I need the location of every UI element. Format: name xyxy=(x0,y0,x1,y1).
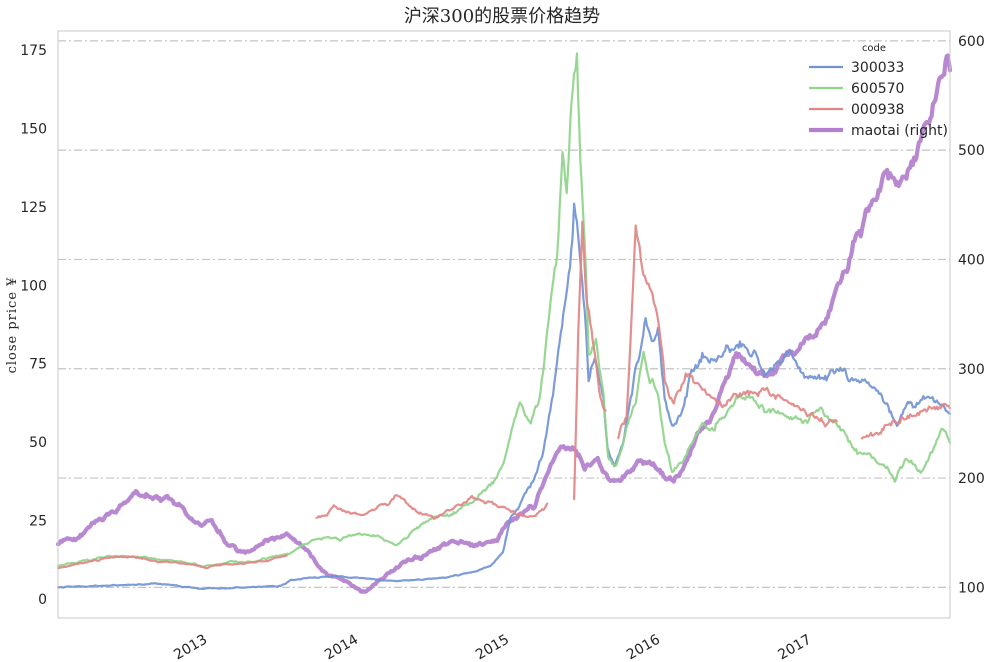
left-y-axis: 0 25 50 75 100 125 150 175 xyxy=(20,43,47,608)
x-tick-label: 2013 xyxy=(171,632,210,662)
left-y-tick-label: 0 xyxy=(38,592,47,608)
x-axis: 2013 2014 2015 2016 2017 xyxy=(171,632,814,662)
y-axis-label: close price ¥ xyxy=(5,277,20,374)
right-y-tick-label: 500 xyxy=(958,143,985,159)
right-y-tick-label: 300 xyxy=(958,362,985,378)
left-y-tick-label: 100 xyxy=(20,278,47,294)
series-line-600570 xyxy=(56,52,952,568)
legend-label: 000938 xyxy=(851,102,904,118)
x-tick-label: 2015 xyxy=(473,632,512,662)
series-line-300033 xyxy=(56,202,952,590)
right-y-axis: 100 200 300 400 500 600 xyxy=(958,34,985,597)
legend-label: 300033 xyxy=(851,60,904,76)
left-y-tick-label: 125 xyxy=(20,200,47,216)
right-y-tick-label: 600 xyxy=(958,34,985,50)
x-tick-label: 2016 xyxy=(624,632,663,662)
legend-title: code xyxy=(862,43,886,54)
gridlines xyxy=(58,40,950,588)
right-y-tick-label: 100 xyxy=(958,580,985,596)
left-y-tick-label: 25 xyxy=(29,514,47,530)
right-y-tick-label: 200 xyxy=(958,471,985,487)
left-y-tick-label: 75 xyxy=(29,357,47,373)
left-y-tick-label: 175 xyxy=(20,43,47,59)
plot-frame xyxy=(57,30,951,619)
left-y-tick-label: 150 xyxy=(20,121,47,137)
chart-title: 沪深300的股票价格趋势 xyxy=(404,6,600,27)
x-tick-label: 2017 xyxy=(775,632,814,662)
series-line-maotai xyxy=(55,53,953,594)
left-y-tick-label: 50 xyxy=(29,435,47,451)
series-lines xyxy=(55,52,953,594)
legend-label: maotai (right) xyxy=(851,123,948,139)
legend: code 300033 600570 000938 maotai (right) xyxy=(809,43,948,139)
right-y-tick-label: 400 xyxy=(958,252,985,268)
series-line-000938 xyxy=(56,220,952,570)
x-tick-label: 2014 xyxy=(322,632,361,662)
legend-label: 600570 xyxy=(851,81,904,97)
